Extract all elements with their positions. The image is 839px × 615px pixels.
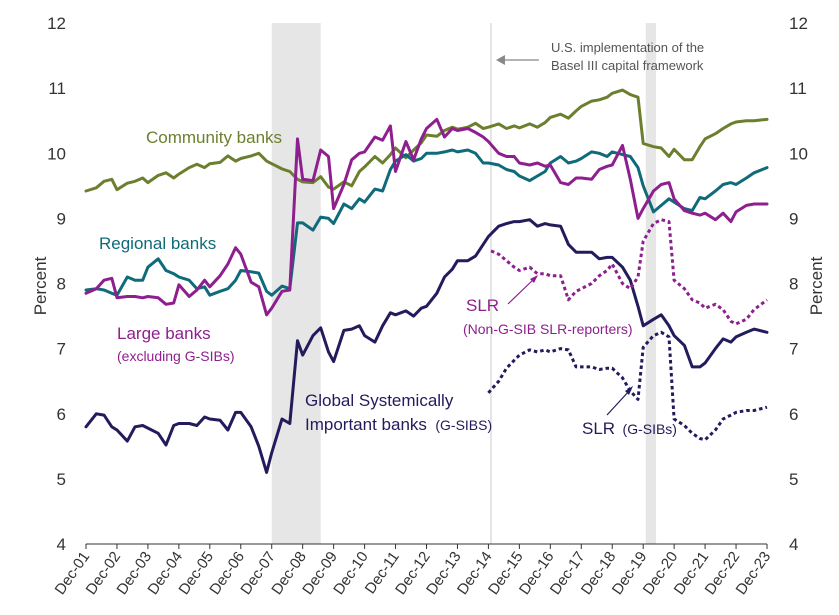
series-line-4 [490,218,768,326]
annotation-text-line1: U.S. implementation of the [551,40,704,55]
label-community-banks: Community banks [146,128,282,147]
x-ticks: Dec-01Dec-02Dec-03Dec-04Dec-05Dec-06Dec-… [52,544,774,598]
slr-nongsib-pointer-head [530,275,538,283]
y-ticks-right: 4 5 6 7 8 9 10 11 12 [789,14,808,554]
series-line-2 [84,117,769,317]
annotation-text-line2: Basel III capital framework [551,58,704,73]
y-axis-title-right: Percent [807,256,826,315]
label-gsib-line2: Important banks (G-SIBS) [305,415,492,434]
y-axis-title-left: Percent [31,256,50,315]
y-tick-left-7: 7 [57,340,66,359]
y-tick-right-9: 9 [789,209,798,228]
y-tick-left-8: 8 [57,275,66,294]
y-tick-left-11: 11 [48,79,66,98]
label-large-banks: Large banks [117,324,211,343]
y-tick-left-10: 10 [47,144,66,163]
series-line-5 [487,330,768,442]
y-ticks-left: 4 5 6 7 8 9 10 11 12 [47,14,66,554]
y-tick-left-9: 9 [57,209,66,228]
y-tick-left-5: 5 [57,470,66,489]
label-slr-gsib-main: SLR [582,419,615,438]
slr-gsib-pointer-head [625,386,633,395]
series-line-3 [84,218,769,474]
label-gsib-main: Important banks [305,415,427,434]
y-tick-right-11: 11 [789,79,807,98]
y-tick-right-6: 6 [789,405,798,424]
y-tick-left-6: 6 [57,405,66,424]
series-line-1 [84,148,769,297]
label-large-banks-sub: (excluding G-SIBs) [117,348,234,364]
shaded-period-0 [271,23,321,544]
series-layer [84,88,769,474]
label-slr-nongsib: SLR [466,296,499,315]
series-line-0 [84,88,769,193]
y-tick-right-7: 7 [789,340,798,359]
y-tick-left-12: 12 [47,14,66,33]
label-slr-gsib-sub: (G-SIBs) [623,421,677,437]
label-gsib-line1: Global Systemically [305,391,454,410]
y-tick-left-4: 4 [57,535,66,554]
shaded-period-1 [645,23,657,544]
y-tick-right-5: 5 [789,470,798,489]
y-tick-right-12: 12 [789,14,808,33]
y-tick-right-4: 4 [789,535,798,554]
shaded-periods [271,23,657,544]
label-regional-banks: Regional banks [99,234,216,253]
y-tick-right-8: 8 [789,275,798,294]
basel-annotation: U.S. implementation of the Basel III cap… [490,23,704,544]
label-slr-gsib: SLR (G-SIBs) [582,419,677,438]
label-gsib-abbrev: (G-SIBS) [435,417,492,433]
slr-gsib-pointer [606,389,631,416]
annotation-arrow-head [495,55,505,65]
label-slr-nongsib-sub: (Non-G-SIB SLR-reporters) [463,321,633,337]
y-tick-right-10: 10 [789,144,808,163]
slr-nongsib-pointer [507,277,536,305]
